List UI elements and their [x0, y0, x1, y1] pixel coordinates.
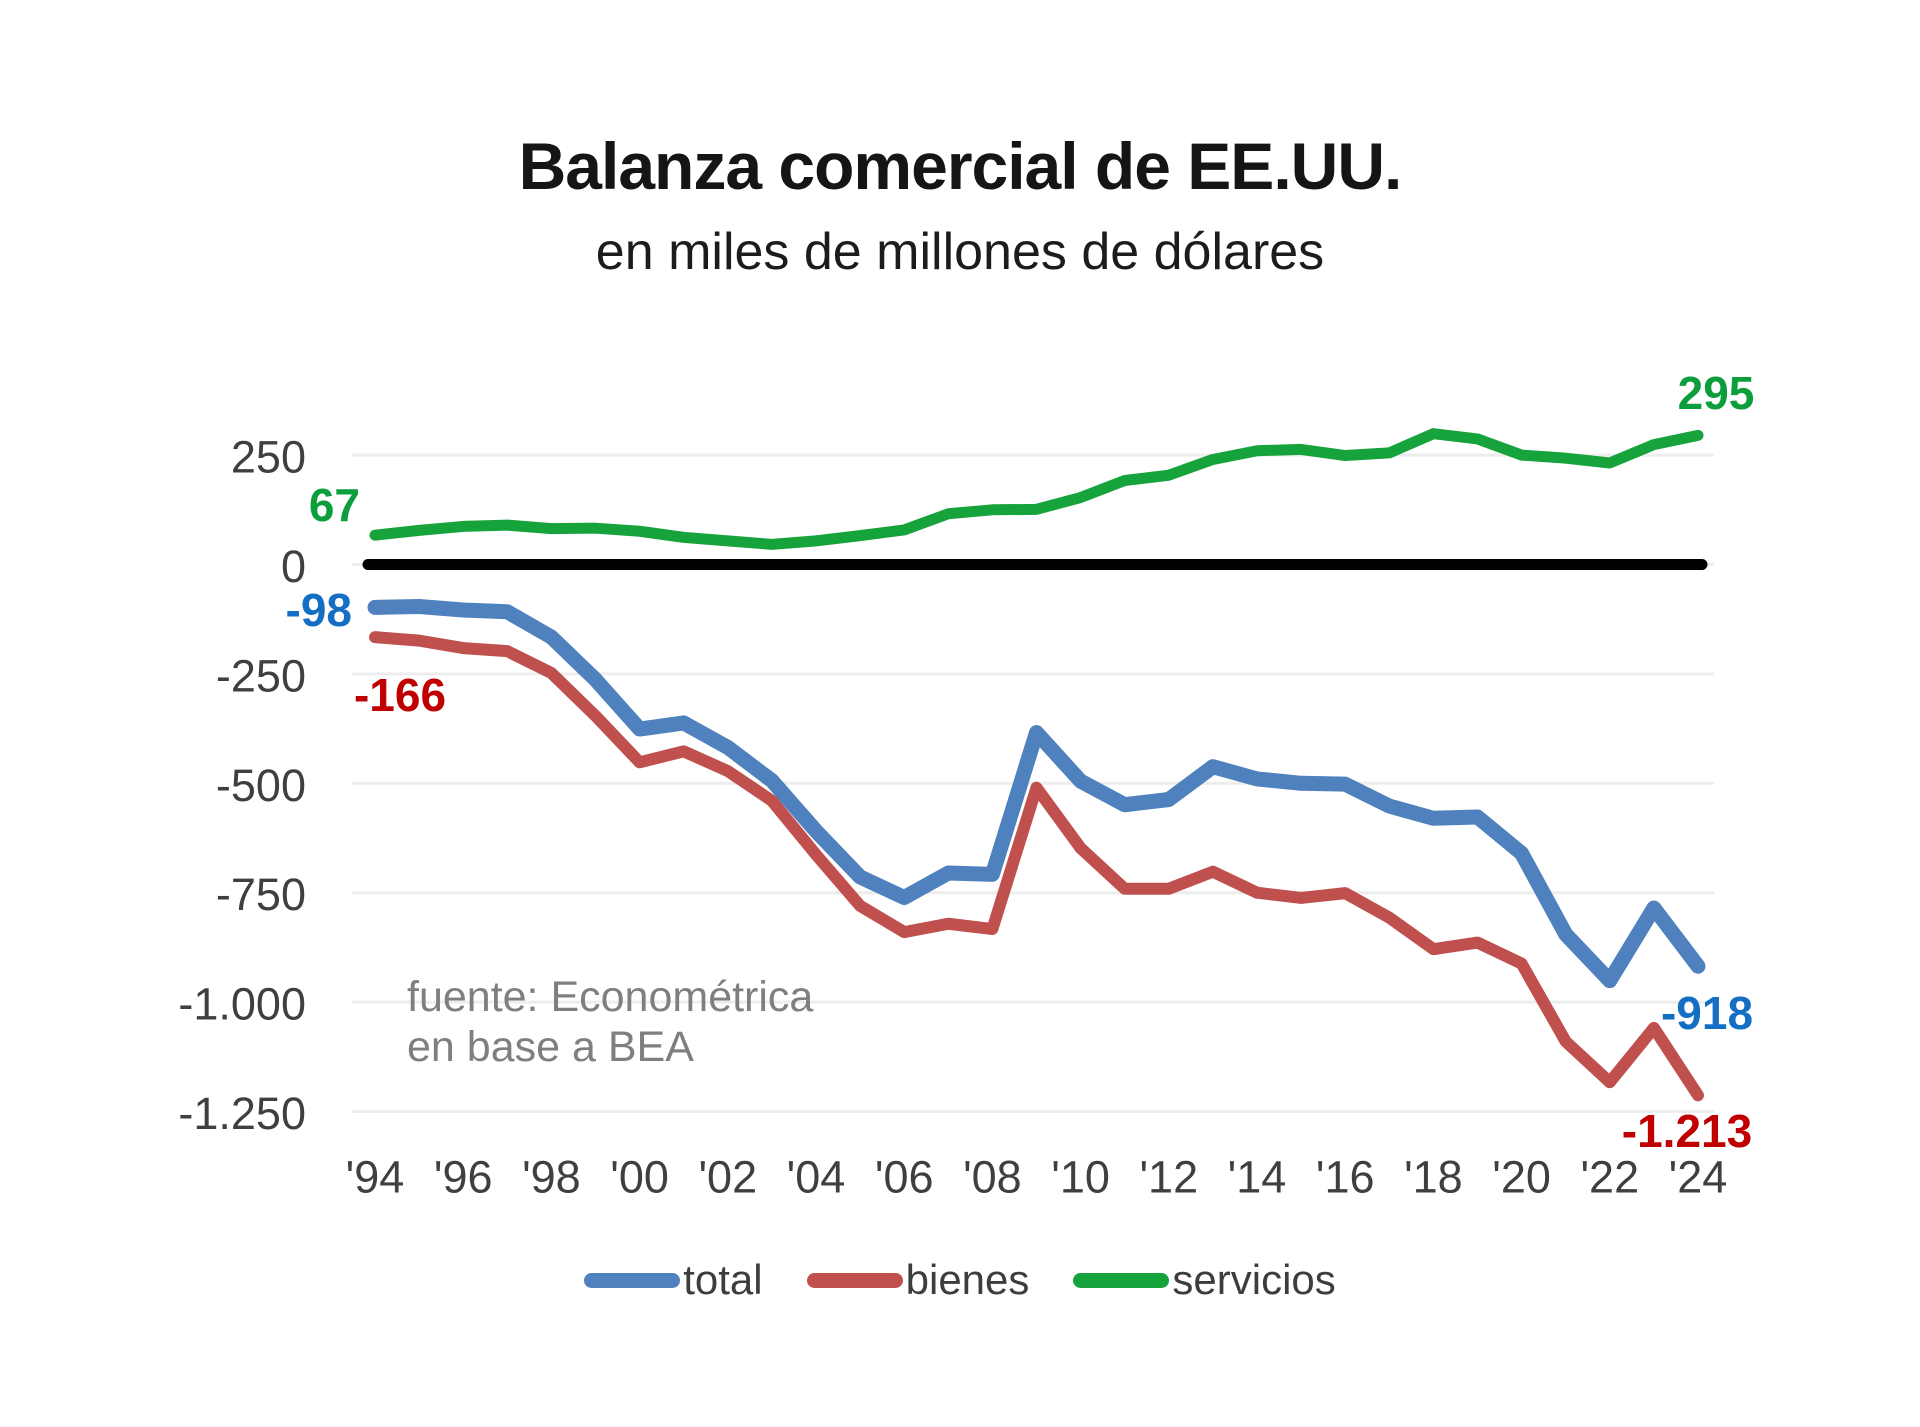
y-tick-label: -1.000 — [178, 979, 306, 1030]
x-tick-label: '08 — [963, 1152, 1022, 1203]
legend-item-servicios: servicios — [1073, 1256, 1336, 1304]
y-tick-label: 0 — [281, 541, 306, 592]
x-tick-label: '22 — [1580, 1152, 1639, 1203]
x-tick-label: '96 — [434, 1152, 493, 1203]
legend-label: bienes — [905, 1256, 1030, 1303]
legend-label: servicios — [1172, 1256, 1336, 1303]
legend-item-total: total — [584, 1256, 763, 1304]
x-tick-label: '10 — [1051, 1152, 1110, 1203]
x-tick-label: '04 — [787, 1152, 846, 1203]
y-tick-label: -1.250 — [178, 1088, 306, 1139]
x-tick-label: '24 — [1669, 1152, 1728, 1203]
y-tick-label: -500 — [216, 760, 306, 811]
x-tick-label: '94 — [346, 1152, 405, 1203]
x-tick-label: '02 — [698, 1152, 757, 1203]
legend-label: total — [683, 1256, 763, 1303]
series-line-total — [367, 599, 1706, 989]
x-tick-label: '20 — [1492, 1152, 1551, 1203]
x-tick-label: '00 — [610, 1152, 669, 1203]
data-label-servicios-first: 67 — [309, 479, 360, 531]
data-label-bienes-last: -1.213 — [1622, 1105, 1752, 1157]
x-tick-label: '98 — [522, 1152, 581, 1203]
series-line-servicios — [369, 428, 1704, 550]
x-tick-label: '12 — [1139, 1152, 1198, 1203]
data-label-servicios-last: 295 — [1678, 367, 1755, 419]
y-tick-label: 250 — [231, 432, 306, 483]
chart-title: Balanza comercial de EE.UU. — [518, 129, 1403, 203]
data-label-bienes-first: -166 — [354, 669, 446, 721]
legend-swatch-bienes — [806, 1272, 903, 1288]
x-tick-label: '14 — [1228, 1152, 1287, 1203]
x-tick-label: '18 — [1404, 1152, 1463, 1203]
legend: total bienes servicios — [0, 1256, 1920, 1304]
data-label-total-last: -918 — [1661, 987, 1753, 1039]
data-label-total-first: -98 — [286, 584, 352, 636]
chart-subtitle: en miles de millones de dólares — [595, 223, 1325, 281]
y-tick-label: -250 — [216, 650, 306, 701]
legend-item-bienes: bienes — [806, 1256, 1030, 1304]
x-tick-label: '16 — [1316, 1152, 1375, 1203]
legend-swatch-servicios — [1073, 1272, 1170, 1288]
legend-swatch-total — [584, 1272, 681, 1288]
y-tick-label: -750 — [216, 869, 306, 920]
source-line-1: fuente: Econométrica — [407, 973, 814, 1021]
source-note: fuente: Econométrica en base a BEA — [407, 972, 813, 1072]
source-line-2: en base a BEA — [407, 1023, 694, 1071]
x-tick-label: '06 — [875, 1152, 934, 1203]
series-line-bienes — [369, 631, 1704, 1102]
